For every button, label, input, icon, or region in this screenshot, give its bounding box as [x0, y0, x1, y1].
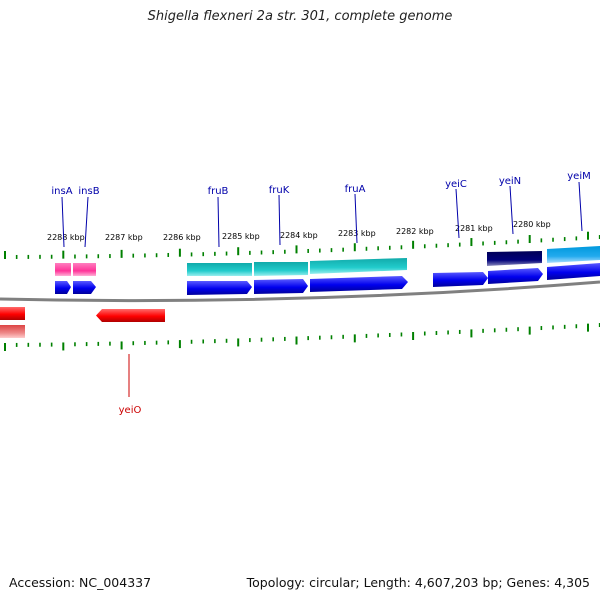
ruler-label: 2284 kbp [280, 231, 318, 240]
gene-label-insA[interactable]: insA [51, 186, 72, 197]
gene-yeiN-feature-upper[interactable] [487, 251, 542, 266]
gene-leader-lines [61, 181, 583, 248]
gene-yeiM-arrow[interactable] [547, 263, 600, 280]
ruler-label: 2281 kbp [455, 224, 493, 233]
gene-fruA-feature[interactable] [310, 258, 407, 274]
gene-fruB-arrow[interactable] [187, 281, 252, 295]
genome-summary-text: Topology: circular; Length: 4,607,203 bp… [246, 575, 590, 590]
accession-text: Accession: NC_004337 [9, 575, 152, 590]
gene-fruK-feature[interactable] [254, 262, 308, 276]
gene-insB-arrow[interactable] [73, 281, 96, 294]
gene-label-insB[interactable]: insB [78, 186, 99, 197]
gene-yeiN-arrow[interactable] [488, 268, 543, 284]
gene-insA-arrow[interactable] [55, 281, 71, 294]
gene-label-fruA[interactable]: fruA [345, 184, 366, 195]
gene-label-yeiN[interactable]: yeiN [499, 176, 521, 187]
ruler-ticks-lower [4, 323, 600, 351]
genome-title: Shigella flexneri 2a str. 301, complete … [147, 9, 453, 24]
ruler-labels: 2288 kbp 2287 kbp 2286 kbp 2285 kbp 2284… [47, 220, 551, 242]
gene-label-yeiO[interactable]: yeiO [119, 405, 142, 416]
ruler-label: 2288 kbp [47, 233, 85, 242]
gene-reverse-arrow-left[interactable] [0, 307, 25, 320]
gene-yeiM-feature-upper[interactable] [547, 246, 600, 263]
gene-fruA-arrow[interactable] [310, 276, 408, 292]
genome-backbone [0, 280, 600, 303]
gene-fruK-arrow[interactable] [254, 279, 308, 294]
ruler-label: 2286 kbp [163, 233, 201, 242]
gene-insB-feature[interactable] [73, 263, 96, 276]
gene-yeiC-arrow[interactable] [433, 272, 488, 287]
gene-fruB-feature[interactable] [187, 263, 252, 276]
gene-label-yeiC[interactable]: yeiC [445, 179, 467, 190]
ruler-label: 2282 kbp [396, 227, 434, 236]
ruler-label: 2280 kbp [513, 220, 551, 229]
gene-yeiO-arrow[interactable] [96, 309, 165, 322]
gene-label-fruK[interactable]: fruK [269, 185, 290, 196]
gene-insA-feature[interactable] [55, 263, 71, 276]
ruler-ticks-upper [4, 231, 600, 259]
gene-reverse-feature-left[interactable] [0, 325, 25, 338]
gene-label-yeiM[interactable]: yeiM [567, 171, 590, 182]
gene-label-fruB[interactable]: fruB [208, 186, 229, 197]
ruler-label: 2287 kbp [105, 233, 143, 242]
ruler-label: 2285 kbp [222, 232, 260, 241]
